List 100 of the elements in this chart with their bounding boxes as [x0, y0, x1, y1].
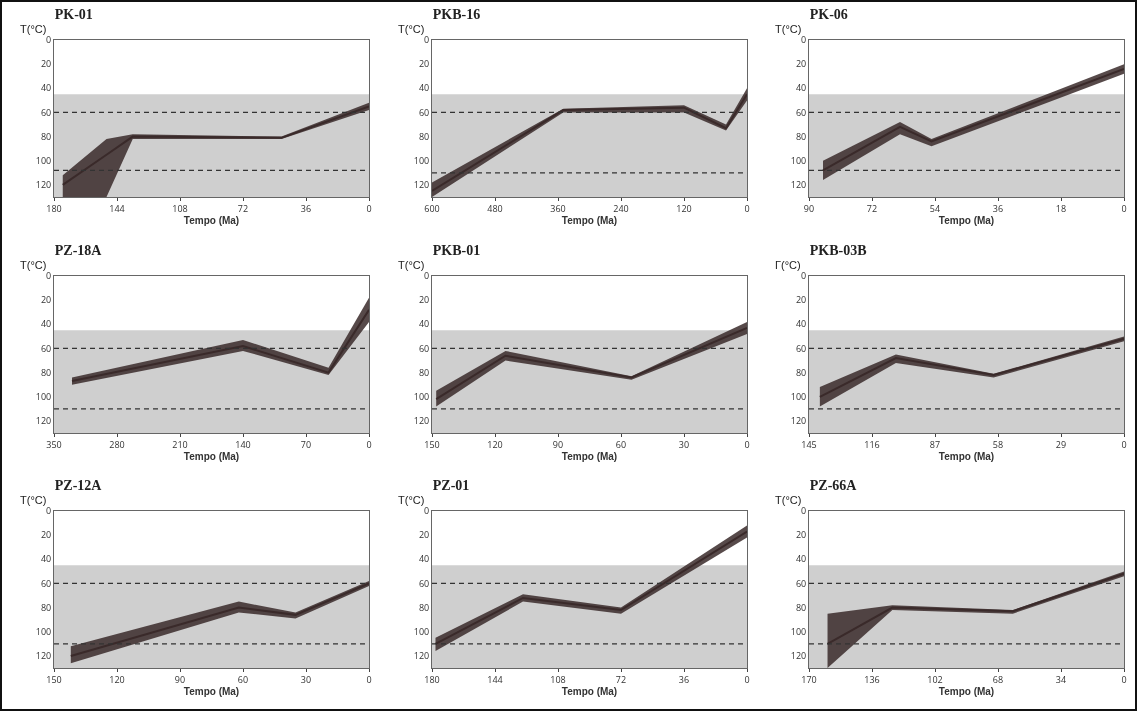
y-tick-label: 60: [40, 576, 52, 590]
x-tick-label: 72: [615, 673, 626, 687]
y-axis-title: T(°C): [397, 258, 425, 271]
x-tick-label: 180: [423, 673, 440, 687]
y-tick-label: 80: [418, 601, 429, 615]
x-tick-label: 36: [300, 201, 312, 215]
x-tick-label: 350: [46, 437, 62, 451]
y-tick-label: 0: [46, 268, 52, 282]
y-tick-label: 120: [413, 178, 429, 192]
x-tick-label: 280: [109, 437, 125, 451]
y-tick-label: 0: [801, 33, 807, 47]
y-tick-label: 40: [40, 552, 52, 566]
y-axis-title: T(°C): [775, 23, 802, 35]
x-tick-label: 150: [423, 437, 440, 451]
x-axis-title: Tempo (Ma): [183, 450, 240, 462]
y-tick-label: 0: [46, 33, 52, 47]
y-tick-label: 40: [796, 81, 807, 95]
y-tick-label: 100: [35, 389, 52, 403]
x-tick-label: 240: [612, 201, 629, 215]
x-tick-label: 480: [486, 201, 503, 215]
x-tick-label: 120: [675, 201, 692, 215]
y-tick-label: 40: [796, 552, 807, 566]
x-tick-label: 36: [678, 673, 689, 687]
x-tick-label: 120: [109, 673, 125, 687]
y-tick-label: 80: [418, 129, 429, 143]
x-axis-title: Tempo (Ma): [939, 686, 995, 698]
y-tick-label: 0: [423, 33, 429, 47]
y-tick-label: 100: [791, 389, 807, 403]
y-tick-label: 20: [796, 528, 807, 542]
y-tick-label: 80: [796, 129, 807, 143]
y-axis-title: T(°C): [397, 494, 425, 507]
y-tick-label: 80: [796, 601, 807, 615]
x-tick-label: 140: [235, 437, 251, 451]
x-axis-title: Tempo (Ma): [183, 214, 240, 226]
y-axis-title: T(°C): [775, 494, 802, 507]
x-tick-label: 600: [423, 201, 440, 215]
y-axis-title: T(°C): [20, 494, 47, 507]
y-tick-label: 100: [35, 153, 52, 167]
y-tick-label: 60: [418, 341, 429, 355]
x-tick-label: 120: [486, 437, 503, 451]
y-tick-label: 120: [35, 649, 52, 663]
x-tick-label: 68: [993, 673, 1004, 687]
x-tick-label: 0: [366, 437, 372, 451]
x-tick-label: 36: [993, 201, 1004, 215]
chart-title: PZ-01: [432, 478, 469, 494]
y-tick-label: 40: [796, 317, 807, 331]
y-tick-label: 40: [418, 317, 429, 331]
chart-title: PKB-16: [432, 6, 480, 22]
y-tick-label: 120: [413, 413, 429, 427]
y-tick-label: 20: [418, 528, 429, 542]
y-tick-label: 20: [418, 292, 429, 306]
x-tick-label: 60: [615, 437, 626, 451]
y-tick-label: 80: [796, 365, 807, 379]
chart-title: PKB-01: [432, 242, 480, 258]
y-tick-label: 60: [40, 341, 52, 355]
x-tick-label: 0: [744, 437, 750, 451]
y-axis-title: T(°C): [20, 23, 47, 35]
x-tick-label: 144: [486, 673, 503, 687]
y-tick-label: 20: [40, 292, 52, 306]
x-tick-label: 116: [864, 437, 881, 451]
y-tick-label: 40: [418, 552, 429, 566]
y-tick-label: 120: [413, 649, 429, 663]
y-tick-label: 120: [791, 413, 807, 427]
chart-title: PZ-66A: [810, 478, 858, 494]
x-axis-title: Tempo (Ma): [939, 450, 995, 462]
y-tick-label: 120: [791, 649, 807, 663]
x-tick-label: 72: [867, 201, 878, 215]
y-tick-label: 60: [40, 105, 52, 119]
chart-title: PKB-03B: [810, 242, 867, 258]
chart-title: PZ-18A: [54, 242, 103, 258]
y-tick-label: 100: [35, 625, 52, 639]
y-tick-label: 100: [413, 625, 429, 639]
y-tick-label: 60: [796, 105, 807, 119]
x-tick-label: 90: [552, 437, 563, 451]
x-axis-title: Tempo (Ma): [561, 450, 617, 462]
chart-title: PK-06: [810, 6, 849, 22]
y-tick-label: 60: [796, 341, 807, 355]
x-tick-label: 145: [801, 437, 818, 451]
x-axis-title: Tempo (Ma): [939, 214, 995, 226]
y-axis-title: Γ(°C): [775, 258, 802, 271]
y-tick-label: 60: [418, 576, 429, 590]
y-tick-label: 40: [418, 81, 429, 95]
x-tick-label: 54: [930, 201, 941, 215]
x-tick-label: 70: [300, 437, 312, 451]
y-tick-label: 0: [801, 504, 807, 518]
x-tick-label: 108: [549, 673, 566, 687]
chart-title: PK-01: [54, 6, 93, 22]
y-tick-label: 80: [418, 365, 429, 379]
y-tick-label: 120: [35, 413, 52, 427]
x-axis-title: Tempo (Ma): [561, 686, 617, 698]
x-tick-label: 0: [366, 673, 372, 687]
y-tick-label: 0: [423, 504, 429, 518]
y-tick-label: 20: [418, 57, 429, 71]
x-axis-title: Tempo (Ma): [561, 214, 617, 226]
x-tick-label: 18: [1056, 201, 1067, 215]
y-tick-label: 80: [40, 365, 52, 379]
x-tick-label: 210: [172, 437, 188, 451]
x-tick-label: 30: [300, 673, 312, 687]
x-tick-label: 136: [864, 673, 881, 687]
y-tick-label: 0: [801, 268, 807, 282]
